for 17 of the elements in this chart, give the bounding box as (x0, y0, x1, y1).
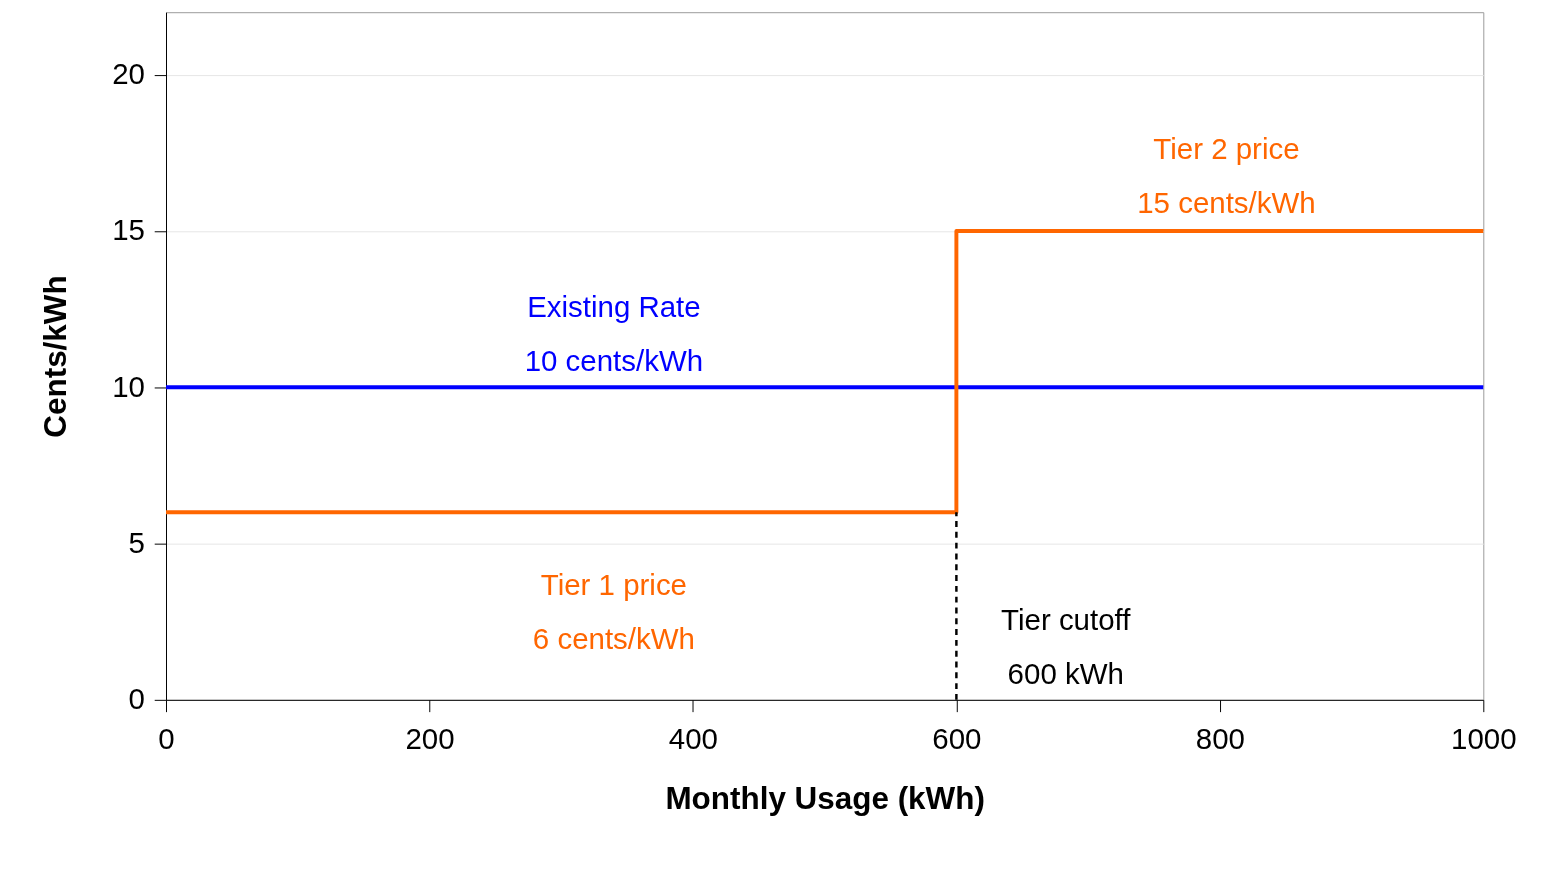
y-tick-label: 20 (112, 57, 145, 91)
y-axis-title: Cents/kWh (37, 275, 73, 438)
annotation: Existing Rate 10 cents/kWh (524, 289, 704, 377)
y-tick-label: 10 (112, 369, 145, 403)
x-tick-label: 800 (1195, 722, 1245, 756)
annotation: Tier 1 price 6 cents/kWh (532, 568, 695, 656)
y-tick-label: 15 (112, 213, 145, 247)
x-tick-label: 0 (158, 722, 175, 756)
x-axis-title: Monthly Usage (kWh) (665, 781, 985, 817)
x-tick-label: 1000 (1451, 722, 1517, 756)
x-tick-label: 400 (668, 722, 718, 756)
y-tick-label: 5 (128, 525, 145, 559)
y-tick-label: 0 (128, 682, 145, 716)
x-tick-label: 600 (932, 722, 982, 756)
annotation: Tier cutoff 600 kWh (1001, 602, 1132, 690)
x-tick-label: 200 (405, 722, 455, 756)
annotation: Tier 2 price 15 cents/kWh (1137, 131, 1316, 219)
